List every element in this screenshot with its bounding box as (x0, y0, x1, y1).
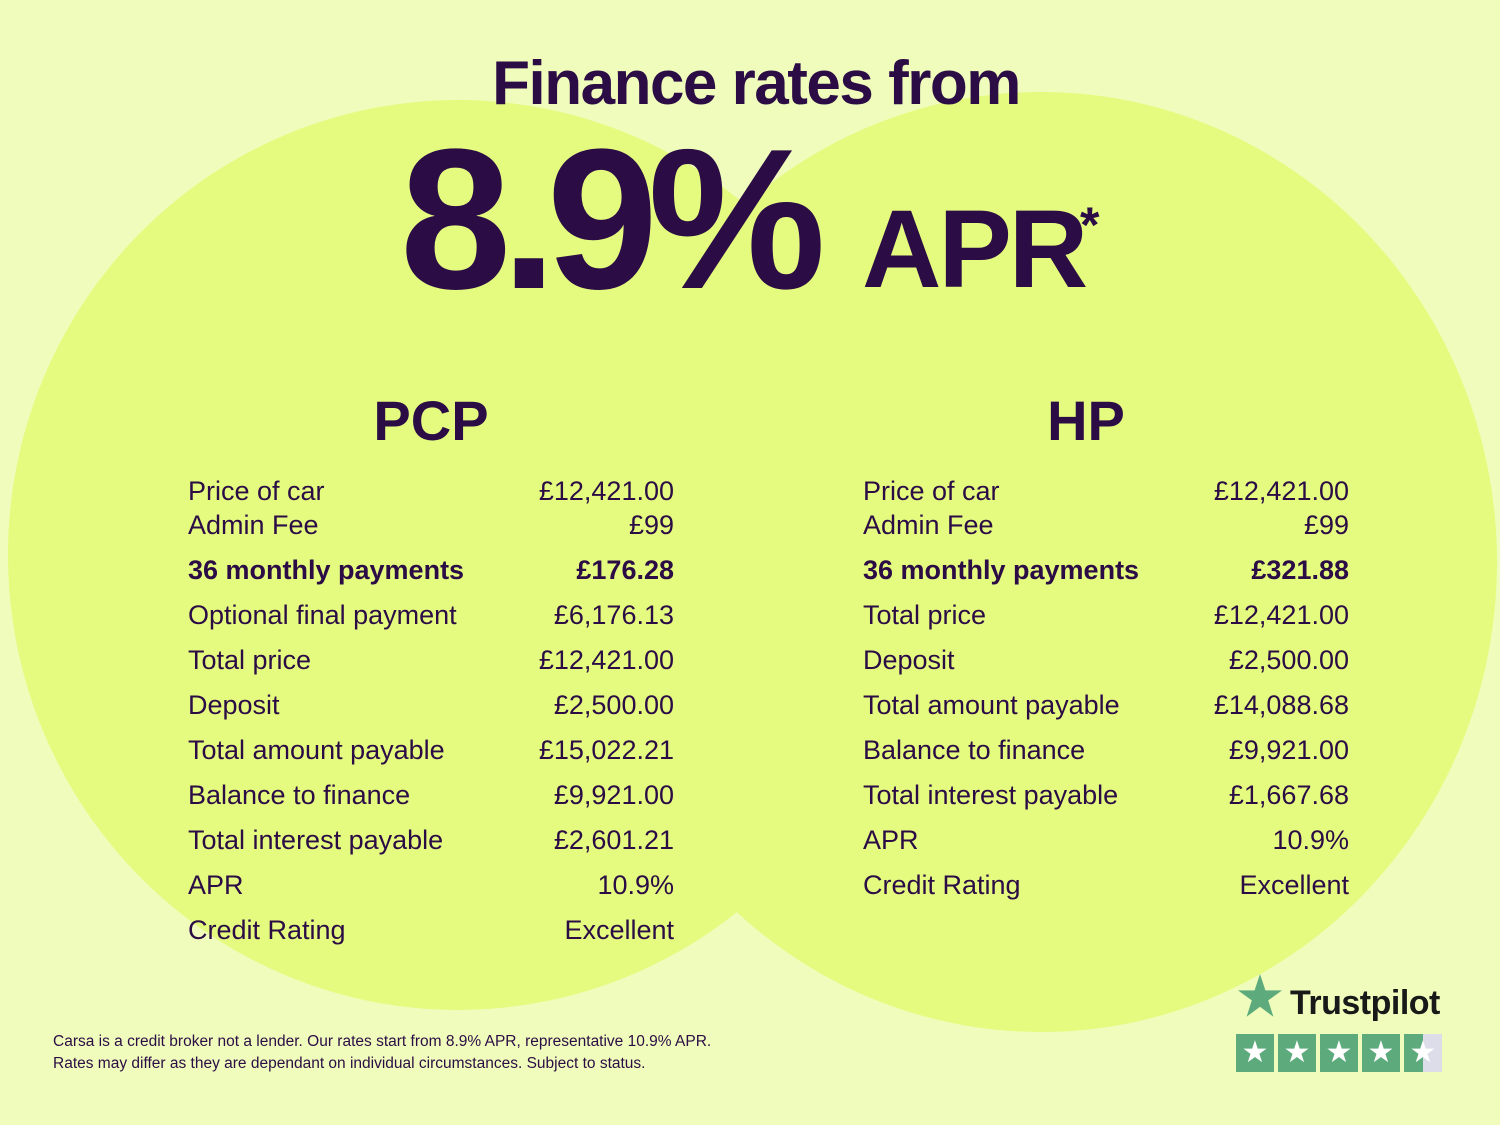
disclaimer-line: Rates may differ as they are dependant o… (53, 1055, 646, 1072)
disclaimer-line: Carsa is a credit broker not a lender. O… (53, 1033, 712, 1050)
row-label: Price of car (188, 476, 325, 506)
row-value: £9,921.00 (1228, 735, 1349, 765)
row-value: Excellent (1239, 870, 1349, 900)
row-value: £12,421.00 (1213, 600, 1349, 630)
row-label: Total amount payable (188, 735, 445, 765)
row-value: 10.9% (1272, 825, 1349, 855)
star-icon: ★ (1404, 1034, 1442, 1072)
row-label: APR (863, 825, 919, 855)
table-row: Total price £12,421.00 (188, 643, 674, 688)
row-label: 36 monthly payments (188, 555, 465, 585)
row-value: £176.28 (576, 555, 674, 585)
table-row: APR 10.9% (188, 868, 674, 913)
hp-title: HP (1047, 389, 1125, 452)
rate-value: 8.9% (400, 108, 826, 331)
row-label: Deposit (863, 645, 955, 675)
rate-suffix: APR (862, 188, 1088, 311)
row-label: Admin Fee (863, 510, 994, 540)
table-row: 36 monthly payments £176.28 (188, 553, 674, 598)
table-row: Total price £12,421.00 (863, 598, 1349, 643)
row-value: £321.88 (1251, 555, 1349, 585)
star-icon: ★ (1236, 1034, 1274, 1072)
table-row: Total interest payable £2,601.21 (188, 823, 674, 868)
background-circle-right (585, 92, 1497, 1032)
trustpilot-rating: ★ ★ ★ ★ ★ (1236, 1034, 1442, 1072)
row-label: Optional final payment (188, 600, 457, 630)
row-value: £12,421.00 (1213, 476, 1349, 506)
table-row: Optional final payment £6,176.13 (188, 598, 674, 643)
pcp-table: Price of car £12,421.00 Admin Fee £99 36 mon… (188, 474, 674, 958)
table-row: Credit Rating Excellent (188, 913, 674, 958)
table-row: Credit Rating Excellent (863, 868, 1349, 913)
table-row: Price of car £12,421.00 (188, 474, 674, 508)
trustpilot-name: Trustpilot (1290, 984, 1440, 1022)
row-label: Total interest payable (188, 825, 444, 855)
row-label: Balance to finance (188, 780, 411, 810)
row-value: £9,921.00 (553, 780, 674, 810)
row-label: Total amount payable (863, 690, 1120, 720)
trustpilot-star-icon (1238, 974, 1282, 1017)
row-value: £2,500.00 (1228, 645, 1349, 675)
row-value: 10.9% (597, 870, 674, 900)
star-icon: ★ (1362, 1034, 1400, 1072)
row-label: Total price (188, 645, 312, 675)
table-row: APR 10.9% (863, 823, 1349, 868)
row-label: Deposit (188, 690, 280, 720)
asterisk: * (1080, 197, 1100, 253)
table-row: Balance to finance £9,921.00 (188, 778, 674, 823)
row-label: Credit Rating (863, 870, 1021, 900)
table-row: Deposit £2,500.00 (188, 688, 674, 733)
hp-table: Price of car £12,421.00 Admin Fee £99 36 mon… (863, 474, 1349, 913)
row-value: £6,176.13 (553, 600, 674, 630)
row-value: £12,421.00 (538, 645, 674, 675)
row-value: £15,022.21 (538, 735, 674, 765)
row-label: Admin Fee (188, 510, 319, 540)
row-value: Excellent (564, 915, 674, 945)
row-value: £2,500.00 (553, 690, 674, 720)
row-label: APR (188, 870, 244, 900)
row-label: Total price (863, 600, 987, 630)
table-row: Admin Fee £99 (863, 508, 1349, 553)
table-row: Balance to finance £9,921.00 (863, 733, 1349, 778)
row-label: 36 monthly payments (863, 555, 1140, 585)
row-label: Total interest payable (863, 780, 1119, 810)
disclaimer: Carsa is a credit broker not a lender. O… (53, 1031, 711, 1075)
table-row: 36 monthly payments £321.88 (863, 553, 1349, 598)
row-value: £2,601.21 (553, 825, 674, 855)
row-label: Credit Rating (188, 915, 346, 945)
table-row: Admin Fee £99 (188, 508, 674, 553)
headline: Finance rates from (492, 49, 1021, 118)
table-row: Deposit £2,500.00 (863, 643, 1349, 688)
star-icon: ★ (1320, 1034, 1358, 1072)
row-value: £99 (1303, 510, 1349, 540)
row-label: Balance to finance (863, 735, 1086, 765)
table-row: Total amount payable £14,088.68 (863, 688, 1349, 733)
pcp-title: PCP (373, 389, 489, 452)
row-label: Price of car (863, 476, 1000, 506)
table-row: Price of car £12,421.00 (863, 474, 1349, 508)
row-value: £14,088.68 (1213, 690, 1349, 720)
row-value: £1,667.68 (1228, 780, 1349, 810)
star-icon: ★ (1278, 1034, 1316, 1072)
table-row: Total amount payable £15,022.21 (188, 733, 674, 778)
row-value: £99 (628, 510, 674, 540)
row-value: £12,421.00 (538, 476, 674, 506)
table-row: Total interest payable £1,667.68 (863, 778, 1349, 823)
